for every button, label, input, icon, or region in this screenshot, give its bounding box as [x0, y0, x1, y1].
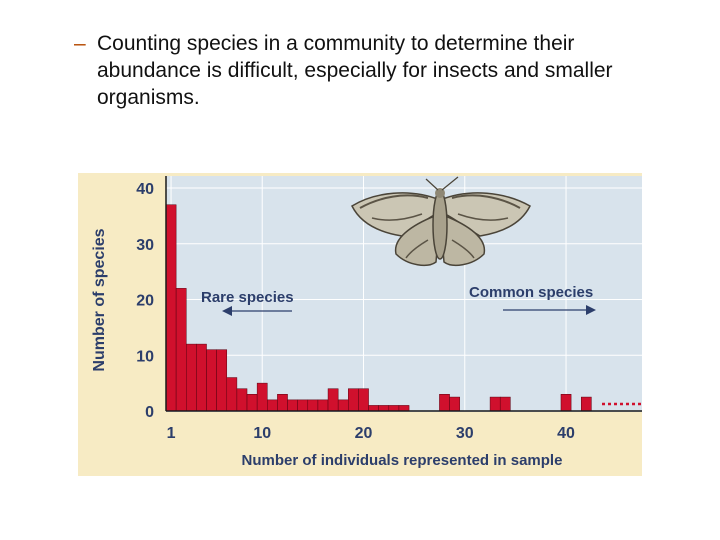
bar-22 [378, 405, 390, 412]
x-tick-label-0: 1 [167, 425, 176, 442]
bar-11 [267, 399, 278, 412]
y-tick-label-2: 20 [136, 293, 154, 310]
x-tick-labels: 1 10 20 30 40 [167, 425, 575, 442]
bar-8 [236, 388, 248, 412]
y-tick-labels: 0 10 20 30 40 [136, 181, 154, 421]
bar-17 [327, 388, 339, 412]
x-tick-label-4: 40 [557, 425, 575, 442]
bullet-text: Counting species in a community to deter… [97, 32, 613, 109]
bar-1 [165, 204, 177, 412]
bar-23 [388, 405, 400, 412]
rare-species-arrow [222, 306, 292, 316]
x-tick-label-1: 10 [253, 425, 271, 442]
bar-20 [358, 388, 369, 412]
bar-18 [337, 399, 349, 412]
bar-40 [560, 394, 572, 412]
bar-24 [398, 405, 410, 412]
bullet-point: – Counting species in a community to det… [74, 30, 674, 111]
bar-16 [317, 399, 329, 412]
y-tick-label-0: 0 [145, 404, 154, 421]
bar-13 [287, 399, 298, 412]
bar-7 [226, 377, 238, 412]
y-tick-label-1: 10 [136, 348, 154, 365]
bar-2 [175, 288, 187, 412]
bar-19 [348, 388, 359, 412]
y-axis-label: Number of species [91, 228, 108, 371]
bar-10 [256, 382, 268, 412]
x-axis-label: Number of individuals represented in sam… [242, 452, 563, 469]
bar-14 [297, 399, 309, 412]
common-species-arrow [503, 305, 596, 315]
moth-illustration [351, 176, 531, 267]
bar-34 [499, 396, 511, 412]
rare-species-label: Rare species [201, 289, 294, 306]
bar-6 [216, 349, 228, 412]
x-tick-label-2: 20 [355, 425, 373, 442]
bar-15 [307, 399, 319, 412]
x-tick-label-3: 30 [456, 425, 474, 442]
bar-9 [246, 394, 258, 412]
bar-4 [196, 343, 207, 412]
bar-29 [449, 396, 460, 412]
axes [165, 176, 642, 412]
common-species-label: Common species [469, 284, 593, 301]
bar-28 [439, 394, 450, 412]
bullet-dash: – [74, 32, 86, 55]
bar-5 [206, 349, 217, 412]
bar-42 [580, 396, 592, 412]
bar-33 [489, 396, 501, 412]
bar-21 [368, 405, 379, 412]
bar-12 [277, 394, 288, 412]
bar-3 [186, 343, 197, 412]
y-tick-label-4: 40 [136, 181, 154, 198]
y-tick-label-3: 30 [136, 237, 154, 254]
